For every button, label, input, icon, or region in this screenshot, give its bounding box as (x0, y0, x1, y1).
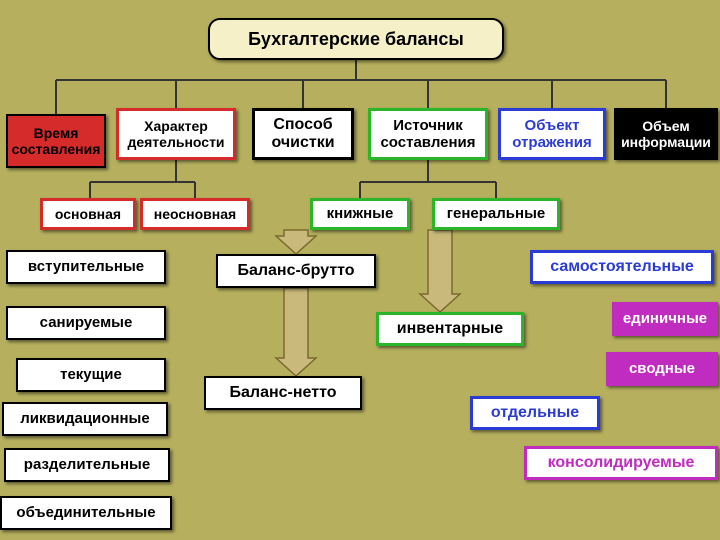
node-vstupitelnye: вступительные (6, 250, 166, 284)
node-saniruemye: санируемые (6, 306, 166, 340)
node-edinichnye: единичные (612, 302, 718, 336)
node-osnovnaya: основная (40, 198, 136, 230)
node-samostoyatelnye: самостоятельные (530, 250, 714, 284)
category-method: Способочистки (252, 108, 354, 160)
node-konsolidiruemye: консолидируемые (524, 446, 718, 480)
node-netto: Баланс-нетто (204, 376, 362, 410)
node-knizhnye: книжные (310, 198, 410, 230)
node-obedinitelnye: объединительные (0, 496, 172, 530)
category-volume: Объеминформации (614, 108, 718, 160)
category-source: Источниксоставления (368, 108, 488, 160)
node-razdelitelnye: разделительные (4, 448, 170, 482)
node-brutto: Баланс-брутто (216, 254, 376, 288)
node-svodnye: сводные (606, 352, 718, 386)
category-object: Объектотражения (498, 108, 606, 160)
category-nature: Характердеятельности (116, 108, 236, 160)
node-neosnovnaya: неосновная (140, 198, 250, 230)
title-box: Бухгалтерские балансы (208, 18, 504, 60)
node-tekushchie: текущие (16, 358, 166, 392)
node-likvidatsionnye: ликвидационные (2, 402, 168, 436)
node-otdelnye: отдельные (470, 396, 600, 430)
node-generalnye: генеральные (432, 198, 560, 230)
category-time: Времясоставления (6, 114, 106, 168)
node-inventarnye: инвентарные (376, 312, 524, 346)
